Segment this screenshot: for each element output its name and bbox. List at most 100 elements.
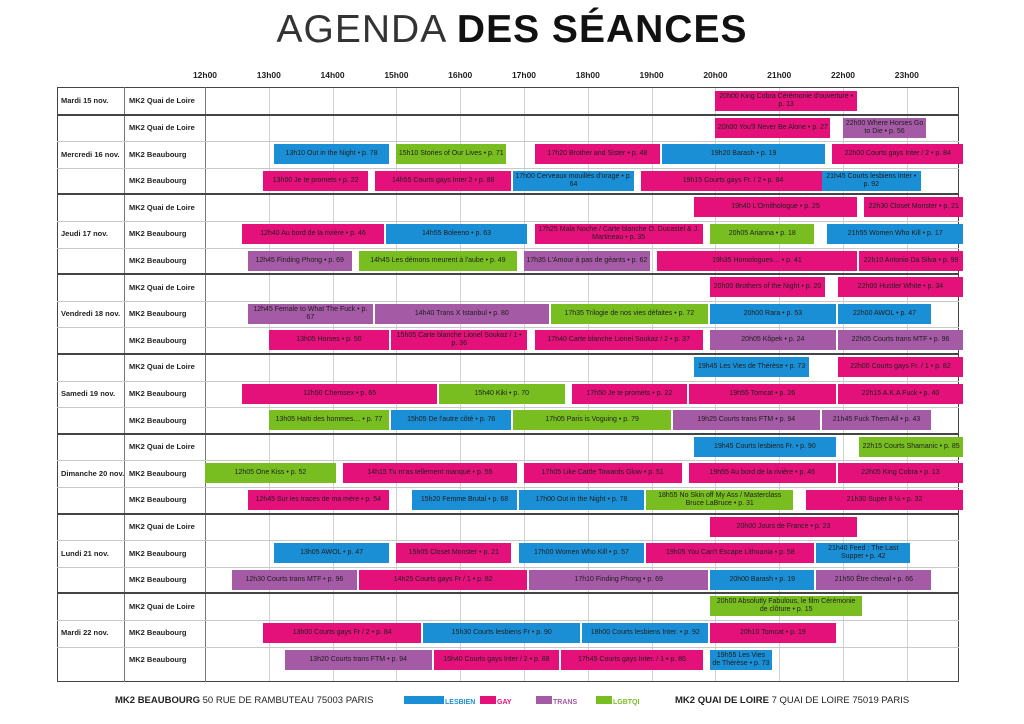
session-block-gay[interactable]: 22h00 Courts gays Fr. / 1 • p. 82 xyxy=(837,357,964,377)
session-block-trans[interactable]: 22h00 Where Horses Go to Die • p. 56 xyxy=(843,117,927,138)
session-block-trans[interactable]: 22h05 Courts trans MTF • p. 96 xyxy=(837,330,964,351)
session-block-lesbien[interactable]: 20h00 Barash • p. 19 xyxy=(710,569,815,590)
session-block-lesbien[interactable]: 19h45 Les Vies de Thérèse • p. 73 xyxy=(694,357,810,377)
session-block-gay[interactable]: 13h00 Je te promets • p. 22 xyxy=(263,170,368,191)
legend-item-gay: GAY xyxy=(480,696,512,706)
session-block-gay[interactable]: 15h40 Courts gays Inter / 2 • p. 88 xyxy=(433,649,560,670)
venue-label: MK2 Beaubourg xyxy=(129,149,187,159)
legend-swatch xyxy=(480,696,496,704)
session-block-gay[interactable]: 12h50 Chemsex • p. 65 xyxy=(242,383,437,404)
session-block-gay[interactable]: 22h30 Closet Monster • p. 21 xyxy=(864,197,964,218)
session-block-gay[interactable]: 22h05 King Cobra • p. 13 xyxy=(837,463,964,484)
session-block-lesbien[interactable]: 15h05 De l'autre côté • p. 76 xyxy=(391,410,512,431)
time-label: 13h00 xyxy=(256,70,281,80)
session-block-trans[interactable]: 17h10 Finding Phong • p. 69 xyxy=(529,569,709,590)
session-block-lesbien[interactable]: 19h20 Barash • p. 19 xyxy=(662,144,826,165)
session-block-trans[interactable]: 17h35 L'Amour à pas de géants • p. 62 xyxy=(524,250,650,271)
time-label: 23h00 xyxy=(894,70,919,80)
session-block-lesbien[interactable]: 17h00 Cerveaux mouillés d'orage • p. 64 xyxy=(513,170,634,191)
session-block-trans[interactable]: 14h40 Trans X Istanbul • p. 80 xyxy=(375,303,549,324)
session-block-trans[interactable]: 13h20 Courts trans FTM • p. 94 xyxy=(284,649,432,670)
session-block-lgbtqi[interactable]: 13h05 Haïti des hommes… • p. 77 xyxy=(268,410,390,431)
session-block-gay[interactable]: 14h25 Courts gays Fr / 1 • p. 82 xyxy=(359,569,528,590)
session-block-gay[interactable]: 13h00 Courts gays Fr / 2 • p. 84 xyxy=(263,623,421,643)
session-block-trans[interactable]: 21h45 Fuck Them All • p. 43 xyxy=(821,410,932,431)
session-block-gay[interactable]: 15h05 Closet Monster • p. 21 xyxy=(396,543,512,564)
venue-address-quai: 7 QUAI DE LOIRE 75019 PARIS xyxy=(768,695,910,706)
session-block-lesbien[interactable]: 19h55 Les Vies de Thérèse • p. 73 xyxy=(710,649,772,670)
session-block-gay[interactable]: 17h40 Carte blanche Lionel Soukaz / 2 • … xyxy=(534,330,703,351)
session-block-lesbien[interactable]: 21h55 Women Who Kill • p. 17 xyxy=(827,224,964,244)
day-label: Mercredi 16 nov. xyxy=(61,149,120,159)
session-block-lgbtqi[interactable]: 22h15 Courts Shamanic • p. 85 xyxy=(858,436,964,457)
row-separator xyxy=(57,460,959,462)
session-block-lesbien[interactable]: 13h05 AWOL • p. 47 xyxy=(274,543,390,564)
session-block-gay[interactable]: 20h00 King Cobra Cérémonie d'ouverture •… xyxy=(715,91,857,111)
session-block-gay[interactable]: 14h15 Tu m'as tellement manqué • p. 55 xyxy=(343,463,517,484)
time-label: 22h00 xyxy=(830,70,856,80)
session-block-lesbien[interactable]: 15h20 Femme Brutal • p. 68 xyxy=(412,490,517,510)
session-block-lesbien[interactable]: 21h45 Courts lesbiens Inter • p. 92 xyxy=(821,170,921,191)
session-block-lesbien[interactable]: 21h40 Feed : The Last Supper • p. 42 xyxy=(816,543,911,564)
session-block-trans[interactable]: 19h25 Courts trans FTM • p. 94 xyxy=(672,410,820,431)
session-block-gay[interactable]: 22h00 Courts gays Inter / 2 • p. 84 xyxy=(832,144,964,165)
session-block-gay[interactable]: 22h10 Antonio Da Silva • p. 99 xyxy=(858,250,964,271)
session-block-lesbien[interactable]: 13h10 Out in the Night • p. 78 xyxy=(274,144,390,165)
session-block-lesbien[interactable]: 22h00 AWOL • p. 47 xyxy=(837,303,932,324)
session-block-lgbtqi[interactable]: 12h05 One Kiss • p. 52 xyxy=(205,463,336,484)
session-block-lgbtqi[interactable]: 18h55 No Skin off My Ass / Masterclass B… xyxy=(646,490,794,510)
session-block-trans[interactable]: 21h50 Être cheval • p. 66 xyxy=(816,569,932,590)
day-label: Samedi 19 nov. xyxy=(61,388,116,398)
day-label: Vendredi 18 nov. xyxy=(61,309,121,319)
session-block-gay[interactable]: 20h00 You'll Never Be Alone • p. 27 xyxy=(715,117,831,138)
session-block-gay[interactable]: 17h45 Courts gays Inter. / 1 • p. 86 xyxy=(561,649,703,670)
session-block-gay[interactable]: 12h45 Sur les traces de ma mère • p. 54 xyxy=(247,490,390,510)
session-block-gay[interactable]: 12h40 Au bord de la rivière • p. 46 xyxy=(242,224,384,244)
session-block-gay[interactable]: 20h00 Jours de France • p. 23 xyxy=(710,516,857,537)
venue-label: MK2 Quai de Loire xyxy=(129,362,195,372)
session-block-gay[interactable]: 19h40 L'Ornithologue • p. 25 xyxy=(694,197,857,218)
session-block-gay[interactable]: 22h00 Hustler White • p. 34 xyxy=(837,277,964,298)
session-block-gay[interactable]: 19h55 Au bord de la rivière • p. 46 xyxy=(688,463,836,484)
day-label: Lundi 21 nov. xyxy=(61,548,109,558)
session-block-gay[interactable]: 20h10 Tomcat • p. 19 xyxy=(710,623,836,643)
session-block-trans[interactable]: 12h45 Female to What The Fuck • p. 67 xyxy=(247,303,374,324)
session-block-gay[interactable]: 14h55 Courts gays Inter 2 • p. 88 xyxy=(375,170,512,191)
session-block-gay[interactable]: 13h05 Horses • p. 50 xyxy=(268,330,390,351)
session-block-trans[interactable]: 20h05 Kôpek • p. 24 xyxy=(710,330,836,351)
venue-label: MK2 Beaubourg xyxy=(129,176,187,186)
day-separator xyxy=(57,592,959,595)
session-block-gay[interactable]: 22h15 A.K.A Fuck • p. 40 xyxy=(837,383,964,404)
session-block-lgbtqi[interactable]: 15h10 Stories of Our Lives • p. 71 xyxy=(396,144,507,165)
session-block-lesbien[interactable]: 17h00 Out in the Night • p. 78 xyxy=(518,490,645,510)
session-block-gay[interactable]: 17h50 Je te promets • p. 22 xyxy=(571,383,687,404)
session-block-lesbien[interactable]: 20h00 Rara • p. 53 xyxy=(710,303,836,324)
session-block-gay[interactable]: 19h35 Homologues… • p. 41 xyxy=(656,250,857,271)
time-label: 14h00 xyxy=(320,70,345,80)
session-block-lgbtqi[interactable]: 17h05 Paris is Voguing • p. 79 xyxy=(513,410,671,431)
row-separator xyxy=(57,167,959,169)
session-block-gay[interactable]: 17h20 Brother and Sister • p. 48 xyxy=(534,144,661,165)
session-block-lgbtqi[interactable]: 17h35 Trilogie de nos vies défaites • p.… xyxy=(550,303,709,324)
session-block-lesbien[interactable]: 14h55 Boleeno • p. 63 xyxy=(385,224,528,244)
session-block-gay[interactable]: 15h05 Carte blanche Lionel Soukaz / 1 • … xyxy=(391,330,528,351)
session-block-trans[interactable]: 12h30 Courts trans MTF • p. 96 xyxy=(231,569,358,590)
session-block-lgbtqi[interactable]: 20h00 Absolutly Fabulous, le film Cérémo… xyxy=(710,596,863,617)
session-block-gay[interactable]: 19h15 Courts gays Fr. / 2 • p. 84 xyxy=(640,170,826,191)
session-block-lesbien[interactable]: 17h00 Women Who Kill • p. 57 xyxy=(518,543,645,564)
session-block-lgbtqi[interactable]: 15h40 Kiki • p. 70 xyxy=(438,383,565,404)
venue-label: MK2 Quai de Loire xyxy=(129,282,195,292)
session-block-gay[interactable]: 17h25 Mala Noche / Carte blanche O. Duca… xyxy=(534,224,703,244)
session-block-gay[interactable]: 19h05 You Can't Escape Lithuania • p. 58 xyxy=(646,543,815,564)
session-block-gay[interactable]: 21h30 Super 8 ½ • p. 32 xyxy=(805,490,964,510)
session-block-gay[interactable]: 17h05 Like Cattle Towards Glow • p. 51 xyxy=(524,463,682,484)
venue-label: MK2 Beaubourg xyxy=(129,229,187,239)
session-block-lgbtqi[interactable]: 14h45 Les démons meurent à l'aube • p. 4… xyxy=(359,250,517,271)
session-block-lesbien[interactable]: 19h45 Courts lesbiens Fr. • p. 90 xyxy=(694,436,836,457)
session-block-gay[interactable]: 19h55 Tomcat • p. 26 xyxy=(688,383,836,404)
session-block-lesbien[interactable]: 15h30 Courts lesbiens Fr • p. 90 xyxy=(422,623,581,643)
session-block-lesbien[interactable]: 18h00 Courts lesbiens Inter. • p. 92 xyxy=(582,623,709,643)
session-block-trans[interactable]: 12h45 Finding Phong • p. 69 xyxy=(247,250,352,271)
session-block-lgbtqi[interactable]: 20h05 Arianna • p. 18 xyxy=(710,224,815,244)
session-block-gay[interactable]: 20h00 Brothers of the Night • p. 20 xyxy=(710,277,826,298)
